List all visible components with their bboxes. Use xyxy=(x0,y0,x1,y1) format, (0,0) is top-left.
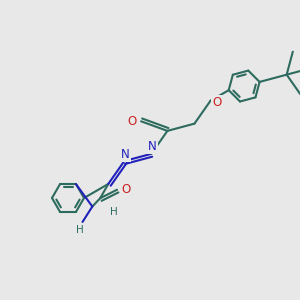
Text: N: N xyxy=(148,140,157,153)
Text: O: O xyxy=(128,115,137,128)
Text: N: N xyxy=(121,148,130,160)
Text: H: H xyxy=(110,207,118,217)
Text: O: O xyxy=(122,183,131,196)
Text: H: H xyxy=(76,225,83,235)
Text: O: O xyxy=(212,96,221,109)
